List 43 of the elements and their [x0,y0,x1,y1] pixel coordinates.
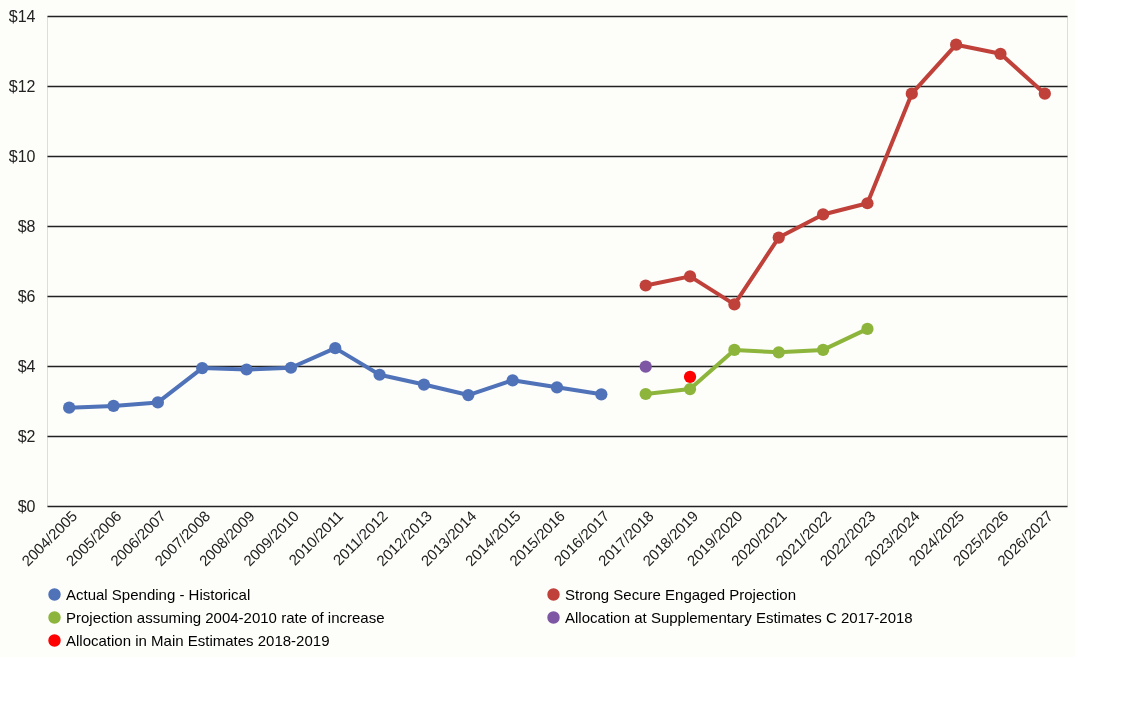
legend-label: Strong Secure Engaged Projection [565,585,796,603]
point [683,370,697,383]
legend-label: Allocation at Supplementary Estimates C 2017-2018 [565,608,913,626]
point [63,401,76,414]
point [417,378,431,391]
point [772,346,785,359]
point [950,38,963,51]
point [462,388,475,402]
point [728,298,741,311]
point [683,270,697,283]
point [506,374,519,387]
legend-label: Actual Spending - Historical [66,585,251,603]
y-tick-label: $6 [17,287,36,305]
point [683,382,697,396]
y-tick-label: $8 [17,217,36,235]
point [639,360,652,373]
y-tick-label: $14 [8,7,36,25]
point [550,381,564,394]
point [994,47,1007,60]
point [728,343,741,357]
y-tick-label: $2 [17,427,36,445]
point [1038,87,1051,100]
y-tick-label: $10 [8,147,36,165]
point [196,361,209,375]
point [816,343,830,357]
y-tick-label: $12 [8,77,36,95]
point [107,399,120,413]
y-tick-label: $4 [17,357,36,375]
point [595,388,608,401]
legend-label: Allocation in Main Estimates 2018-2019 [66,631,330,649]
point [639,387,652,401]
point [329,342,342,355]
point [905,87,918,100]
point [861,197,874,210]
point [151,396,164,409]
point [373,368,386,381]
point [639,279,652,292]
point [772,231,785,244]
legend-label: Projection assuming 2004-2010 rate of increase [66,608,385,626]
point [861,322,874,336]
point [240,363,253,376]
point [284,361,298,374]
point [816,208,830,221]
